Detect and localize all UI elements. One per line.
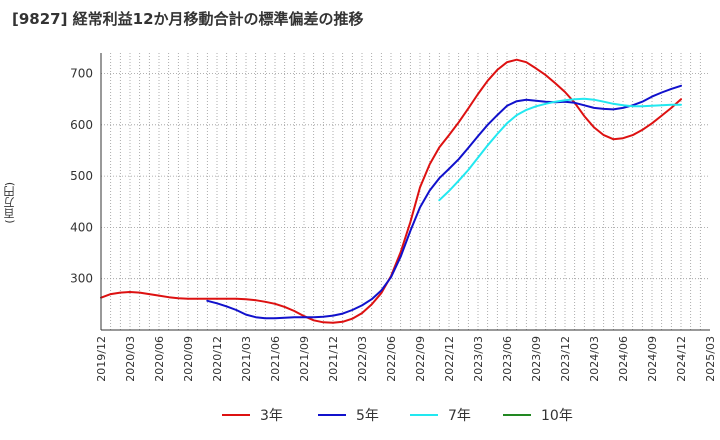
x-tick-label: 2020/09: [182, 336, 195, 382]
x-tick-label: 2022/09: [414, 336, 427, 382]
axes: [100, 53, 710, 331]
legend-item-5y[interactable]: 5年: [318, 404, 379, 426]
legend-item-10y[interactable]: 10年: [503, 404, 573, 426]
legend-item-7y[interactable]: 7年: [410, 404, 471, 426]
x-tick-label: 2024/12: [675, 336, 688, 382]
x-tick-labels: 2019/12 2020/03 2020/06 2020/09 2020/12 2021/…: [95, 336, 717, 382]
x-tick-label: 2023/06: [501, 336, 514, 382]
chart-title: [9827] 経常利益12か月移動合計の標準偏差の推移: [12, 10, 364, 28]
x-tick-label: 2025/03: [704, 336, 717, 382]
y-tick-label: 400: [70, 220, 93, 234]
x-tick-label: 2020/12: [211, 336, 224, 382]
x-tick-label: 2022/12: [443, 336, 456, 382]
legend-label-3y: 3年: [260, 408, 283, 424]
y-tick-label: 300: [70, 272, 93, 286]
legend-label-10y: 10年: [541, 408, 573, 424]
x-tick-label: 2022/06: [385, 336, 398, 382]
legend-swatch-3y: [222, 414, 250, 416]
y-tick-label: 700: [70, 67, 93, 81]
legend-item-3y[interactable]: 3年: [222, 404, 283, 426]
x-tick-label: 2021/03: [240, 336, 253, 382]
x-tick-label: 2023/12: [559, 336, 572, 382]
x-tick-label: 2022/03: [356, 336, 369, 382]
x-tick-label: 2021/09: [298, 336, 311, 382]
legend-swatch-10y: [503, 414, 531, 416]
x-tick-label: 2023/03: [472, 336, 485, 382]
x-tick-label: 2019/12: [95, 336, 108, 382]
series-lines: [100, 58, 682, 324]
x-tick-label: 2024/03: [588, 336, 601, 382]
x-tick-label: 2020/03: [124, 336, 137, 382]
legend-label-7y: 7年: [448, 408, 471, 424]
x-tick-label: 2021/12: [327, 336, 340, 382]
series-line-2: [438, 97, 682, 202]
x-tick-label: 2020/06: [153, 336, 166, 382]
legend: 3年 5年 7年 10年: [0, 404, 720, 426]
y-tick-labels: 300 400 500 600 700: [70, 67, 93, 286]
plot-area: [101, 53, 710, 330]
series-line-1: [206, 84, 682, 320]
grid-lines: [101, 53, 710, 330]
legend-label-5y: 5年: [356, 408, 379, 424]
x-tick-label: 2023/09: [530, 336, 543, 382]
x-tick-label: 2024/09: [646, 336, 659, 382]
legend-swatch-5y: [318, 414, 346, 416]
x-tick-label: 2024/06: [617, 336, 630, 382]
y-tick-label: 500: [70, 169, 93, 183]
x-tick-label: 2021/06: [269, 336, 282, 382]
y-tick-label: 600: [70, 118, 93, 132]
legend-swatch-7y: [410, 414, 438, 416]
